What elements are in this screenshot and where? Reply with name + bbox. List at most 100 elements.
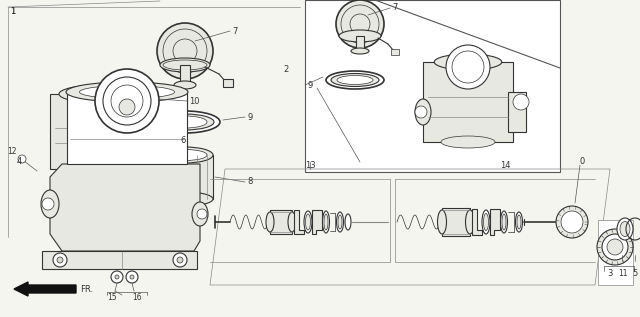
Polygon shape [42,251,197,269]
Ellipse shape [41,190,59,218]
Polygon shape [472,209,482,235]
Circle shape [119,99,135,115]
Ellipse shape [59,85,141,103]
Text: 14: 14 [500,160,510,170]
Text: 3: 3 [607,268,612,277]
Circle shape [130,275,134,279]
Ellipse shape [337,75,373,85]
Text: 9: 9 [308,81,313,90]
Circle shape [157,23,213,79]
Circle shape [350,14,370,34]
Ellipse shape [288,212,296,232]
Bar [180,65,190,83]
FancyArrow shape [14,282,76,296]
Ellipse shape [66,82,188,102]
Text: 8: 8 [247,178,252,186]
Polygon shape [294,210,304,234]
Circle shape [173,253,187,267]
Text: 12: 12 [7,146,17,156]
Ellipse shape [515,212,522,232]
Ellipse shape [266,212,274,232]
Ellipse shape [305,214,310,230]
Polygon shape [312,210,322,234]
Bar [305,0,560,172]
Ellipse shape [502,214,506,230]
Circle shape [602,234,628,260]
Circle shape [126,271,138,283]
Ellipse shape [324,214,328,230]
Circle shape [415,106,427,118]
Ellipse shape [500,211,508,233]
Ellipse shape [304,211,312,233]
Bar [157,155,213,199]
Bar [391,49,399,55]
Bar [423,62,513,142]
Bar [270,210,292,234]
Text: 9: 9 [247,113,252,121]
Circle shape [597,229,633,265]
Circle shape [607,239,623,255]
Text: 4: 4 [17,157,22,165]
Circle shape [94,84,130,120]
Circle shape [95,69,159,133]
Circle shape [111,271,123,283]
Polygon shape [50,164,200,251]
Ellipse shape [483,214,488,230]
Circle shape [111,85,143,117]
Ellipse shape [150,111,220,133]
Circle shape [57,257,63,263]
Circle shape [53,253,67,267]
Text: 6: 6 [180,136,186,145]
Ellipse shape [163,150,207,160]
Ellipse shape [163,116,207,128]
Circle shape [336,0,384,48]
Ellipse shape [345,214,351,230]
Ellipse shape [465,210,474,234]
Ellipse shape [441,136,495,148]
Circle shape [42,198,54,210]
Polygon shape [490,209,500,235]
Circle shape [18,155,26,163]
Bar [442,208,470,236]
Bar [50,94,150,169]
Ellipse shape [415,99,431,125]
Ellipse shape [435,54,502,70]
Circle shape [177,257,183,263]
Bar [508,92,526,132]
Ellipse shape [438,210,447,234]
Ellipse shape [156,114,214,130]
Ellipse shape [339,30,381,42]
Text: 1: 1 [10,8,15,16]
Ellipse shape [617,218,633,240]
Text: 5: 5 [632,268,637,277]
Ellipse shape [351,48,369,54]
Circle shape [556,206,588,238]
Ellipse shape [174,81,196,89]
Ellipse shape [517,215,521,229]
Ellipse shape [192,202,208,226]
Text: 1: 1 [10,8,15,16]
Ellipse shape [337,212,344,232]
Text: 10: 10 [189,96,200,106]
Bar [223,79,233,87]
Ellipse shape [323,211,330,233]
Text: 16: 16 [132,293,141,301]
Circle shape [561,211,583,233]
Ellipse shape [482,210,490,234]
Circle shape [446,45,490,89]
Circle shape [115,275,119,279]
Ellipse shape [620,222,630,236]
Circle shape [197,209,207,219]
Text: FR.: FR. [80,284,93,294]
Text: 11: 11 [618,268,627,277]
Ellipse shape [331,74,379,87]
Ellipse shape [157,147,213,163]
Circle shape [513,94,529,110]
Text: 7: 7 [392,3,397,12]
Bar [67,92,187,164]
Ellipse shape [157,192,213,206]
Circle shape [173,39,197,63]
Text: 15: 15 [107,293,116,301]
Text: 13: 13 [305,160,316,170]
Ellipse shape [79,86,175,99]
